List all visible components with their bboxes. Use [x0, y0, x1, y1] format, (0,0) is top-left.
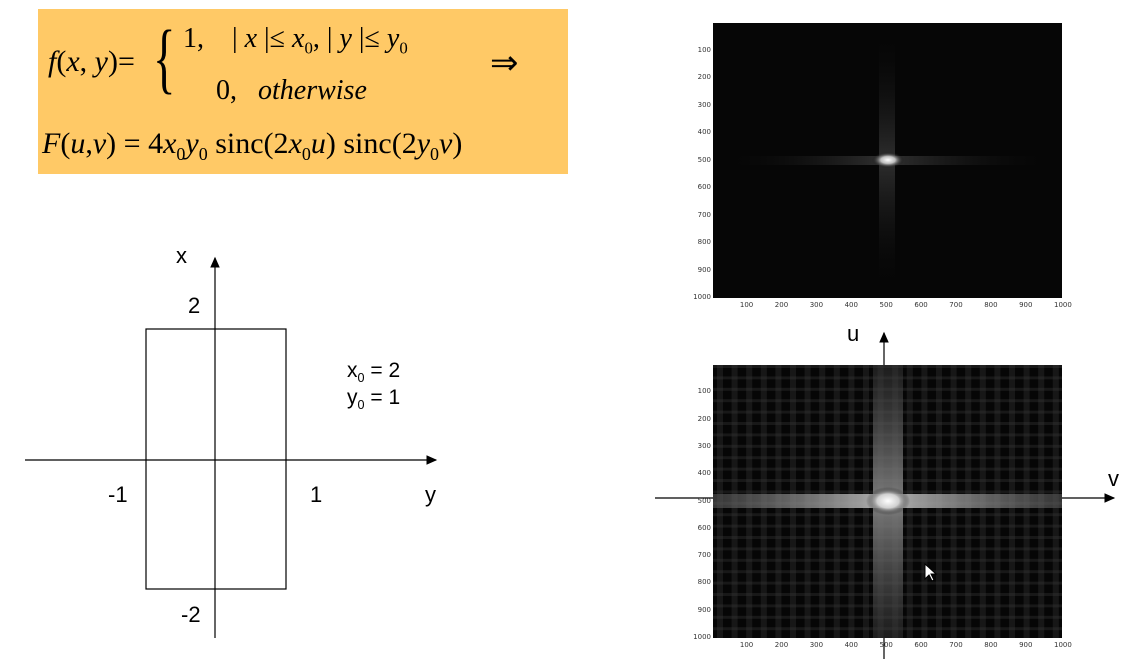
y-tick-label: 200	[697, 414, 711, 423]
y-tick-label: 700	[697, 551, 711, 560]
tick-right: 1	[310, 482, 323, 507]
y-tick-label: 100	[697, 45, 711, 54]
x-tick-label: 300	[809, 641, 824, 649]
x-tick-label: 500	[879, 641, 893, 649]
y-tick-label: 400	[697, 128, 711, 136]
x-tick-label: 600	[914, 641, 928, 649]
y-axis-label: y	[425, 482, 436, 507]
y-tick-label: 900	[697, 605, 711, 614]
param-x0: x0 = 2	[347, 359, 401, 386]
formula-rhs: F(u,v) = 4x0y0 sinc(2x0u) sinc(2y0v)	[42, 127, 463, 164]
y-tick-label: 600	[697, 523, 711, 532]
implies-symbol: ⇒	[490, 45, 519, 82]
x-tick-label: 100	[739, 301, 754, 309]
x-tick-label: 1000	[1054, 301, 1072, 309]
x-tick-label: 600	[914, 301, 928, 309]
y-tick-label: 200	[697, 73, 711, 81]
x-tick-label: 400	[844, 641, 858, 649]
tick-top: 2	[188, 293, 201, 318]
formula-lhs: f(x, y)=	[48, 45, 135, 78]
mouse-cursor-icon	[924, 563, 938, 582]
formula-case-1: 1, | x |≤ x0, | y |≤ y0	[183, 23, 408, 58]
x-tick-label: 700	[949, 301, 963, 309]
u-axis-label: u	[847, 321, 860, 346]
spectrum-image-top	[713, 23, 1062, 298]
y-tick-label: 300	[697, 100, 711, 109]
x-tick-label: 200	[774, 301, 789, 309]
formula-brace: {	[153, 14, 176, 101]
y-tick-label: 300	[697, 441, 711, 450]
y-tick-label: 100	[697, 387, 711, 396]
y-tick-label: 400	[697, 469, 711, 478]
x-tick-label: 400	[844, 301, 858, 309]
x-axis-label: x	[176, 243, 187, 268]
x-tick-label: 100	[739, 641, 754, 649]
x-tick-label: 300	[809, 301, 824, 309]
tick-left: -1	[108, 482, 128, 507]
x-tick-label: 900	[1019, 301, 1033, 309]
x-tick-label: 900	[1019, 641, 1033, 649]
spectrum-image-bottom	[713, 365, 1062, 638]
y-tick-label: 600	[697, 183, 711, 191]
y-tick-label: 700	[697, 210, 711, 219]
spectrum-top-svg	[713, 23, 1062, 298]
x-tick-label: 800	[984, 641, 998, 649]
spectrum-bottom-svg	[713, 365, 1062, 638]
formula-box: f(x, y)= { 1, | x |≤ x0, | y |≤ y0 0, ot…	[38, 9, 568, 174]
x-tick-label: 500	[879, 301, 893, 309]
v-axis-label: v	[1108, 466, 1119, 491]
tick-bottom: -2	[181, 602, 201, 627]
y-tick-label: 500	[697, 155, 711, 164]
param-y0: y0 = 1	[347, 386, 401, 413]
y-tick-label: 1000	[693, 633, 711, 641]
support-rectangle	[145, 328, 287, 590]
y-tick-label: 800	[697, 578, 711, 587]
bottom-center-peak	[866, 487, 910, 515]
y-tick-label: 900	[697, 265, 711, 274]
formula-case-2: 0, otherwise	[216, 75, 367, 106]
x-tick-label: 1000	[1054, 641, 1072, 649]
y-tick-label: 1000	[693, 293, 711, 301]
y-tick-label: 800	[697, 238, 711, 246]
x-tick-label: 800	[984, 301, 998, 309]
top-center-peak	[872, 152, 904, 168]
y-tick-label: 500	[697, 496, 711, 505]
x-tick-label: 700	[949, 641, 963, 649]
x-tick-label: 200	[774, 641, 789, 649]
